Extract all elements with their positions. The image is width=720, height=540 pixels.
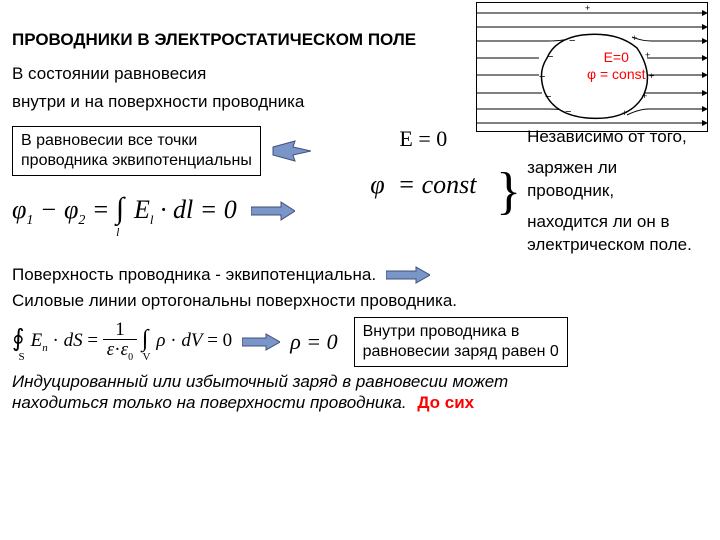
right-line4: электрическом поле. [527,234,708,257]
arrow-icon [242,333,280,351]
arrow-icon [386,266,430,284]
right-line3: находится ли он в [527,211,708,234]
statement-equipotential: Поверхность проводника - эквипотенциальн… [12,265,376,285]
curly-brace-icon: } [496,171,521,213]
gauss-equation: ∮SEn · dS = 1 ε·ε0 ∫Vρ · dV = 0 [12,320,232,363]
bottom-line-a: Индуцированный или избыточный заряд в ра… [12,372,508,391]
field-diagram: + + + + + + − − − − − E=0 φ = const [476,2,708,132]
rho-zero: ρ = 0 [290,329,337,355]
eq-e-zero: E = 0 [399,126,447,152]
arrow-icon [271,139,311,163]
diagram-inner-label: E=0 φ = const [587,49,646,83]
red-tail: До сих [417,393,474,412]
inside-line1: Внутри проводника в [363,323,520,340]
right-line2: заряжен ли проводник, [527,157,708,203]
inside-charge-box: Внутри проводника в равновесии заряд рав… [354,317,568,367]
statement-orthogonal: Силовые линии ортогональны поверхности п… [12,291,457,311]
eq-phi-const: φ = const [370,170,476,200]
equip-line2: проводника эквипотенциальны [21,152,252,169]
bottom-statement: Индуцированный или избыточный заряд в ра… [12,371,708,414]
e-zero-label: E=0 [604,49,629,65]
inside-line2: равновесии заряд равен 0 [363,343,559,360]
phi-const-label: φ = const [587,66,646,82]
eq-phi-diff: φ1 − φ2 = ∫l El · dl = 0 [12,192,237,229]
equip-line1: В равновесии все точки [21,132,197,149]
right-explanation: Независимо от того, заряжен ли проводник… [527,126,708,257]
arrow-icon [251,201,295,221]
bottom-line-b: находиться только на поверхности проводн… [12,393,407,412]
equipotential-box: В равновесии все точки проводника эквипо… [12,126,261,176]
